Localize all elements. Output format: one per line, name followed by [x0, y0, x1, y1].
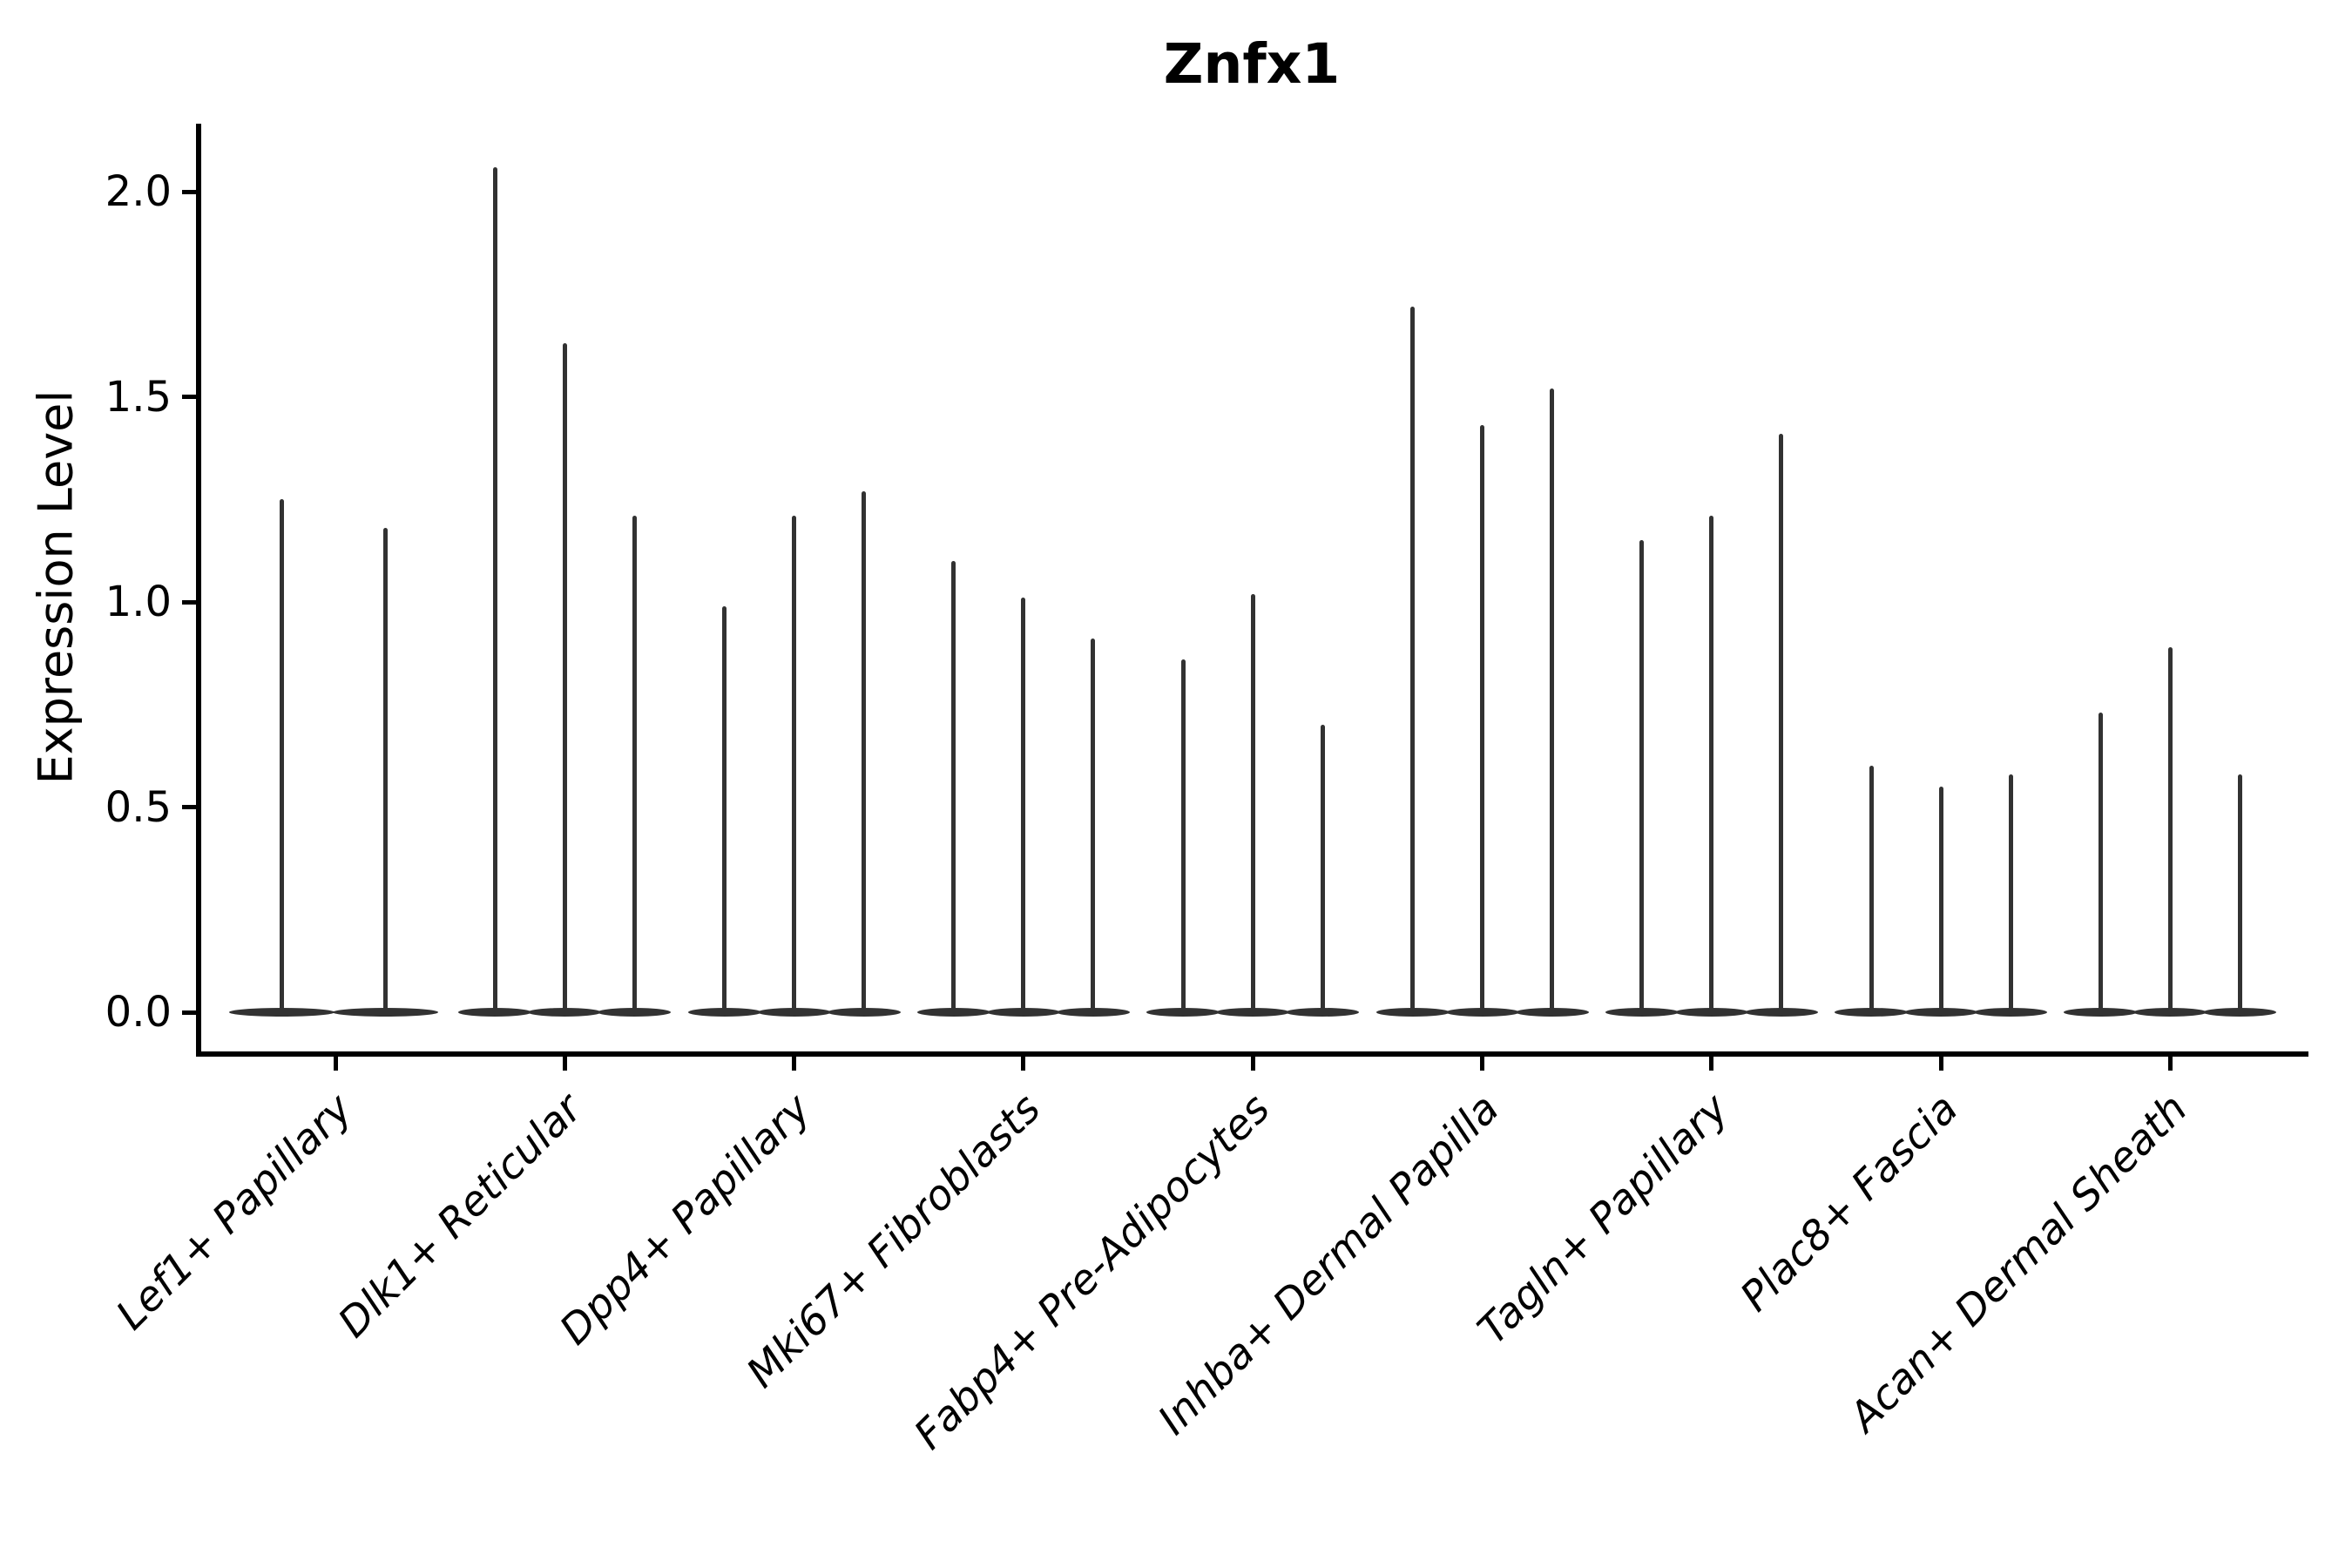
x-tick-label-text: Tagln+ Papillary [1469, 1085, 1738, 1355]
violin-spike [1021, 598, 1026, 1014]
violin-spike [1938, 786, 1943, 1014]
violin-spike [1180, 659, 1186, 1014]
plot-title: Znfx1 [1163, 32, 1341, 96]
y-axis-spine [196, 124, 201, 1057]
violin-spike [1091, 639, 1096, 1014]
y-tick-mark [182, 1010, 196, 1015]
x-tick-mark [2167, 1057, 2173, 1071]
violin-spike [1410, 306, 1415, 1014]
y-tick-mark [182, 189, 196, 194]
x-tick-mark [1250, 1057, 1255, 1071]
x-tick-mark [1021, 1057, 1026, 1071]
violin-spike [1779, 433, 1784, 1014]
violin-spike [279, 499, 284, 1014]
violin-spike [492, 166, 497, 1014]
x-tick-mark [792, 1057, 797, 1071]
violin-spike [951, 560, 956, 1014]
violin-spike [562, 343, 567, 1014]
violin-spike [722, 605, 727, 1014]
y-tick-label: 2.0 [105, 167, 172, 216]
violin-spike [1320, 725, 1325, 1014]
y-tick-label: 1.0 [105, 578, 172, 626]
x-tick-label-text: Dlk1+ Reticular [328, 1085, 591, 1348]
y-tick-label: 0.0 [105, 988, 172, 1037]
violin-spike [382, 528, 388, 1014]
violin-spike [2008, 774, 2013, 1014]
x-tick-mark [562, 1057, 567, 1071]
violin-spike [2237, 774, 2242, 1014]
violin-spike [1480, 425, 1484, 1014]
x-axis-spine [196, 1051, 2308, 1057]
violin-spike [1709, 516, 1714, 1014]
y-tick-mark [182, 599, 196, 605]
y-tick-mark [182, 395, 196, 399]
y-tick-mark [182, 805, 196, 809]
violin-spike [632, 516, 637, 1014]
x-tick-label-text: Dpp4+ Papillary [551, 1085, 821, 1355]
violin-spike [862, 490, 867, 1014]
x-tick-mark [333, 1057, 338, 1071]
x-tick-mark [1938, 1057, 1943, 1071]
violin-spike [792, 516, 797, 1014]
x-tick-label-text: Plac8+ Fascia [1731, 1085, 1968, 1321]
violin-spike [1869, 766, 1874, 1014]
violin-spike [1550, 389, 1554, 1014]
violin-spike [1639, 540, 1645, 1014]
x-tick-mark [1709, 1057, 1714, 1071]
violin-spike [2167, 646, 2173, 1014]
y-tick-label: 0.5 [105, 782, 172, 832]
x-tick-mark [1480, 1057, 1484, 1071]
violin-spike [2098, 713, 2103, 1014]
violin-spike [1250, 593, 1255, 1014]
x-tick-label-text: Lef1+ Papillary [107, 1085, 362, 1340]
y-tick-label: 1.5 [105, 372, 172, 422]
